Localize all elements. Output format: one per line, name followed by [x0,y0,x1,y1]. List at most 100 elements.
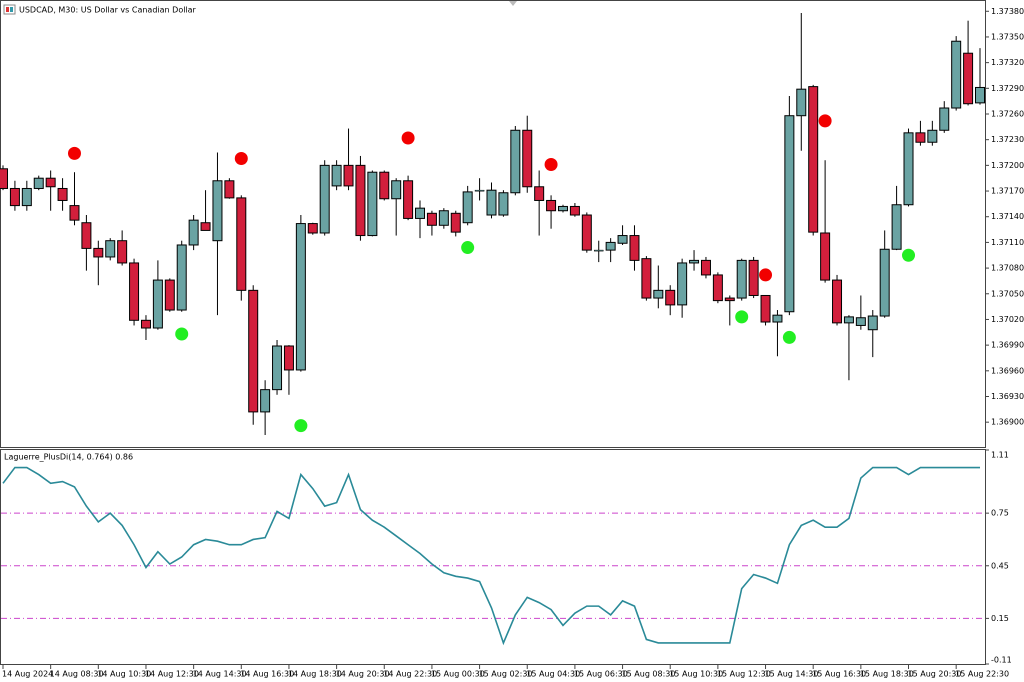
candle-body [760,294,771,323]
candle-body [557,205,568,212]
candle-body [379,171,390,200]
candle-body [57,187,68,201]
candle-body [534,186,545,201]
y-tick-label: 1.37260 [991,109,1024,118]
y-tick-label: 1.37050 [991,289,1024,298]
candle-body [939,107,950,131]
candle-body [117,240,128,264]
y-tick-label: 1.36960 [991,366,1024,375]
x-tick-label: 15 Aug 06:30 [574,670,628,679]
y-tick-label: 0.15 [991,614,1009,623]
y-tick-label: 0.75 [991,509,1009,518]
candle-body [33,177,44,189]
y-tick-label: 1.37170 [991,187,1024,196]
candle-body [248,289,259,413]
candle-body [415,207,426,219]
candle-body [617,235,628,244]
signal-dot [782,330,796,344]
candle-body [867,315,878,331]
y-tick-label: 1.37200 [991,161,1024,170]
candle-body [569,205,580,216]
y-tick-label: 1.37020 [991,315,1024,324]
candle-body [343,164,354,187]
x-tick-label: 15 Aug 18:30 [860,670,914,679]
candle-body [522,129,533,188]
y-tick-label: 1.36930 [991,392,1024,401]
signal-dot [294,419,308,433]
candle-body [200,222,211,231]
candle-body [772,314,783,323]
x-tick-label: 14 Aug 18:30 [288,670,342,679]
x-tick-label: 15 Aug 16:30 [812,670,866,679]
x-tick-label: 15 Aug 02:30 [479,670,533,679]
candle-body [700,259,711,276]
x-tick-label: 15 Aug 10:30 [669,670,723,679]
x-tick-label: 15 Aug 04:30 [526,670,580,679]
x-tick-label: 14 Aug 10:30 [97,670,151,679]
x-tick-label: 15 Aug 00:30 [431,670,485,679]
candle-body [724,297,735,302]
signal-dot [544,158,558,172]
signal-dot [759,268,773,282]
candle-body [438,210,449,226]
candle-body [653,289,664,299]
candle-body [498,192,509,216]
candle-body [319,164,330,234]
candle-body [188,219,199,246]
main-pane-frame [0,0,986,448]
x-tick-label: 15 Aug 20:30 [908,670,962,679]
candle-body [129,262,140,321]
candle-body [236,197,247,291]
y-tick-label: 1.36990 [991,341,1024,350]
candle-body [629,235,640,261]
symbol-icon-part [6,7,9,12]
candle-body [951,40,962,109]
y-tick-label: 1.37320 [991,58,1024,67]
signal-dot [234,152,248,166]
candle-body [641,258,652,299]
candle-body [820,232,831,281]
signal-dot [175,327,189,341]
candle-body [605,241,616,251]
signal-dot [902,248,916,262]
signal-dot [67,146,81,160]
candle-body [21,187,32,207]
candle-body [748,259,759,296]
symbol-icon-part [10,7,13,12]
candle-body [462,191,473,224]
y-tick-label: 1.37380 [991,7,1024,16]
candle-body [403,180,414,219]
candle-body [677,262,688,306]
candle-body [295,223,306,371]
candle-body [426,212,437,226]
y-tick-label: 1.37230 [991,135,1024,144]
x-tick-label: 14 Aug 22:30 [383,670,437,679]
x-tick-label: 14 Aug 14:30 [193,670,247,679]
y-tick-label: -0.11 [991,656,1012,665]
candle-body [784,115,795,313]
candle-body [283,345,294,371]
chart-title: USDCAD, M30: US Dollar vs Canadian Dolla… [19,6,197,15]
scroll-marker [509,1,517,6]
y-tick-label: 1.11 [991,451,1009,460]
candle-body [879,248,890,317]
indicator-line [2,466,980,646]
candle-body [272,345,283,391]
candle-body [736,259,747,299]
candle-body [176,244,187,311]
candle-body [689,259,700,264]
candle-body [975,86,985,104]
candle-body [450,212,461,233]
x-tick-label: 14 Aug 2024 [2,670,53,679]
candle-body [903,132,914,206]
candle-body [105,240,116,258]
y-tick-label: 1.36900 [991,418,1024,427]
signal-dot [461,241,475,255]
candle-body [474,189,485,192]
candle-body [665,289,676,306]
candle-body [891,204,902,250]
x-tick-label: 15 Aug 22:30 [955,670,1009,679]
candle-body [808,86,819,233]
